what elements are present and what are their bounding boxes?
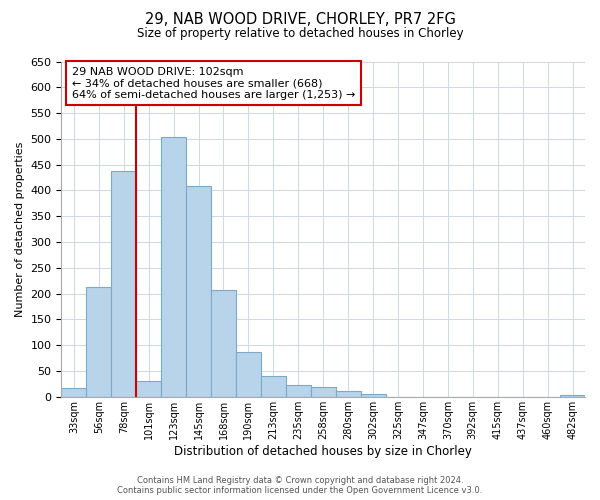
Bar	[86, 287, 111, 397]
Text: 29 NAB WOOD DRIVE: 102sqm
← 34% of detached houses are smaller (668)
64% of semi: 29 NAB WOOD DRIVE: 102sqm ← 34% of detac…	[72, 66, 355, 100]
Bar	[61, 388, 86, 397]
Bar	[111, 172, 136, 397]
Bar	[236, 352, 261, 397]
Text: Contains HM Land Registry data © Crown copyright and database right 2024.
Contai: Contains HM Land Registry data © Crown c…	[118, 476, 482, 495]
Y-axis label: Number of detached properties: Number of detached properties	[15, 142, 25, 317]
Text: 29, NAB WOOD DRIVE, CHORLEY, PR7 2FG: 29, NAB WOOD DRIVE, CHORLEY, PR7 2FG	[145, 12, 455, 28]
X-axis label: Distribution of detached houses by size in Chorley: Distribution of detached houses by size …	[174, 444, 472, 458]
Bar	[361, 394, 386, 397]
Bar	[560, 394, 585, 397]
Bar	[161, 138, 186, 397]
Bar	[186, 186, 211, 397]
Bar	[261, 376, 286, 397]
Bar	[286, 386, 311, 397]
Text: Size of property relative to detached houses in Chorley: Size of property relative to detached ho…	[137, 28, 463, 40]
Bar	[311, 387, 335, 397]
Bar	[136, 382, 161, 397]
Bar	[335, 390, 361, 397]
Bar	[211, 290, 236, 397]
